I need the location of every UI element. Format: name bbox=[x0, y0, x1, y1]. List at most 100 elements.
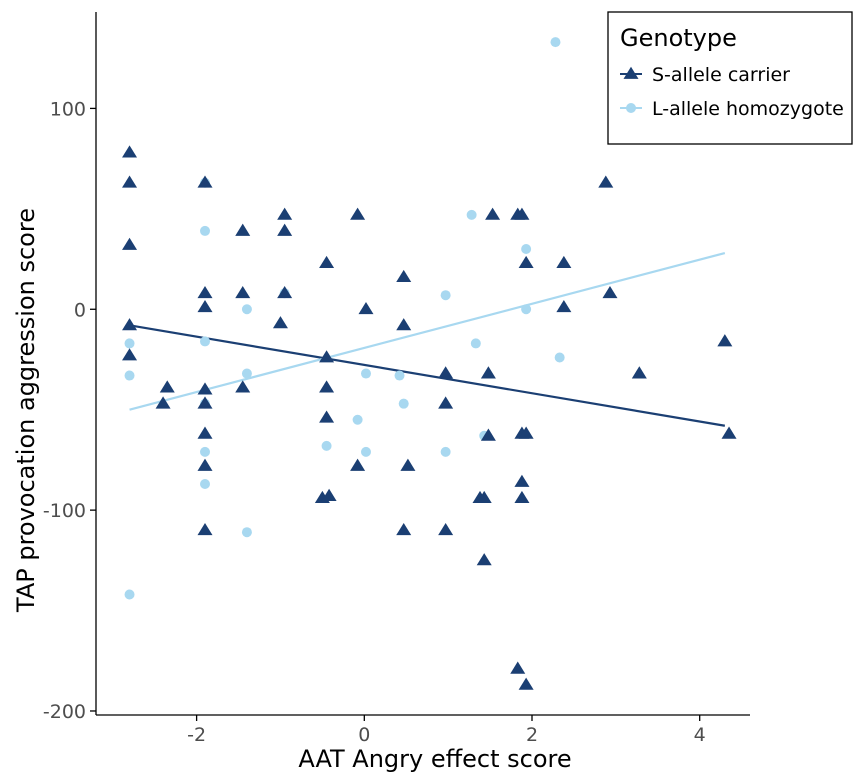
data-point-circle bbox=[554, 352, 565, 363]
data-point-circle bbox=[398, 398, 409, 409]
data-point-triangle bbox=[518, 255, 534, 268]
y-tick-label: -100 bbox=[43, 500, 86, 522]
data-point-triangle bbox=[518, 677, 534, 690]
y-axis-ticks: -200 -100 0 100 bbox=[43, 98, 96, 723]
data-point-triangle bbox=[350, 207, 366, 220]
data-point-triangle bbox=[277, 223, 293, 236]
data-point-circle bbox=[440, 290, 451, 301]
data-point-triangle bbox=[396, 522, 412, 536]
data-point-circle bbox=[124, 589, 135, 600]
data-point-circle bbox=[124, 370, 135, 381]
legend-title: Genotype bbox=[620, 24, 737, 52]
data-point-circle bbox=[241, 368, 252, 379]
data-point-circle bbox=[241, 527, 252, 538]
data-point-circle bbox=[360, 368, 371, 379]
data-point-triangle bbox=[514, 474, 530, 487]
x-tick-label: 0 bbox=[358, 724, 370, 746]
data-point-triangle bbox=[122, 175, 138, 188]
y-tick-label: 100 bbox=[50, 98, 86, 120]
trend-lines bbox=[129, 251, 726, 427]
data-point-triangle bbox=[197, 522, 213, 536]
data-point-triangle bbox=[122, 145, 138, 158]
data-point-triangle bbox=[438, 396, 454, 409]
y-tick-label: -200 bbox=[43, 701, 86, 723]
data-point-triangle bbox=[400, 458, 416, 471]
plot-area bbox=[122, 37, 737, 690]
legend-triangle-icon bbox=[623, 66, 639, 79]
data-point-triangle bbox=[235, 380, 251, 393]
data-point-triangle bbox=[122, 348, 138, 361]
data-point-circle bbox=[470, 338, 481, 349]
data-point-triangle bbox=[197, 426, 213, 439]
trend-line bbox=[129, 251, 726, 411]
legend-label: L-allele homozygote bbox=[652, 98, 844, 120]
data-point-triangle bbox=[277, 285, 293, 299]
x-tick-label: -2 bbox=[187, 724, 206, 746]
data-point-circle bbox=[440, 446, 451, 457]
data-point-triangle bbox=[556, 255, 572, 268]
x-axis-ticks: -2 0 2 4 bbox=[187, 715, 706, 746]
data-point-circle bbox=[550, 37, 561, 48]
legend: Genotype S-allele carrier L-allele homozy… bbox=[607, 11, 853, 145]
data-point-circle bbox=[241, 304, 252, 315]
data-point-triangle bbox=[321, 488, 337, 501]
data-point-circle bbox=[521, 244, 532, 255]
data-point-circle bbox=[321, 440, 332, 451]
data-point-triangle bbox=[602, 285, 618, 299]
data-point-triangle bbox=[438, 522, 454, 536]
data-point-triangle bbox=[396, 269, 412, 283]
data-points bbox=[122, 37, 737, 690]
data-point-circle bbox=[200, 225, 210, 236]
x-tick-label: 2 bbox=[526, 724, 538, 746]
data-point-triangle bbox=[396, 318, 412, 331]
data-point-triangle bbox=[159, 380, 175, 393]
data-point-triangle bbox=[476, 490, 492, 503]
data-point-circle bbox=[394, 370, 405, 381]
data-point-triangle bbox=[122, 318, 138, 331]
data-point-triangle bbox=[319, 255, 335, 268]
data-point-triangle bbox=[197, 396, 213, 409]
data-point-circle bbox=[200, 336, 210, 347]
data-point-triangle bbox=[631, 366, 647, 379]
data-point-triangle bbox=[235, 285, 251, 299]
data-point-triangle bbox=[721, 426, 737, 439]
data-point-triangle bbox=[358, 302, 374, 315]
data-point-triangle bbox=[480, 366, 496, 379]
data-point-circle bbox=[466, 209, 477, 220]
data-point-triangle bbox=[319, 380, 335, 393]
legend-label: S-allele carrier bbox=[652, 64, 790, 86]
legend-item: S-allele carrier bbox=[620, 64, 790, 86]
y-axis-title: TAP provocation aggression score bbox=[12, 208, 40, 613]
data-point-triangle bbox=[155, 396, 171, 409]
data-point-triangle bbox=[350, 458, 366, 471]
data-point-triangle bbox=[197, 175, 213, 188]
data-point-triangle bbox=[197, 285, 213, 299]
legend-item: L-allele homozygote bbox=[620, 98, 844, 120]
data-point-triangle bbox=[485, 207, 501, 220]
data-point-triangle bbox=[480, 428, 496, 441]
data-point-triangle bbox=[510, 661, 526, 674]
trend-line bbox=[129, 324, 726, 427]
data-point-triangle bbox=[235, 223, 251, 236]
data-point-triangle bbox=[319, 350, 335, 363]
data-point-circle bbox=[360, 446, 371, 457]
data-point-triangle bbox=[122, 237, 138, 250]
data-point-triangle bbox=[438, 366, 454, 379]
data-point-triangle bbox=[197, 382, 213, 395]
data-point-circle bbox=[521, 304, 532, 315]
data-point-triangle bbox=[277, 207, 293, 220]
data-point-circle bbox=[200, 446, 210, 457]
legend-box bbox=[607, 11, 853, 145]
data-point-circle bbox=[200, 479, 210, 490]
x-axis-title: AAT Angry effect score bbox=[298, 745, 571, 773]
data-point-triangle bbox=[272, 316, 288, 329]
data-point-triangle bbox=[197, 458, 213, 471]
data-point-triangle bbox=[476, 553, 492, 566]
data-point-triangle bbox=[197, 300, 213, 313]
data-point-triangle bbox=[514, 207, 530, 220]
data-point-triangle bbox=[717, 334, 733, 347]
data-point-triangle bbox=[514, 490, 530, 503]
legend-items: S-allele carrier L-allele homozygote bbox=[620, 64, 844, 120]
data-point-circle bbox=[124, 338, 135, 349]
